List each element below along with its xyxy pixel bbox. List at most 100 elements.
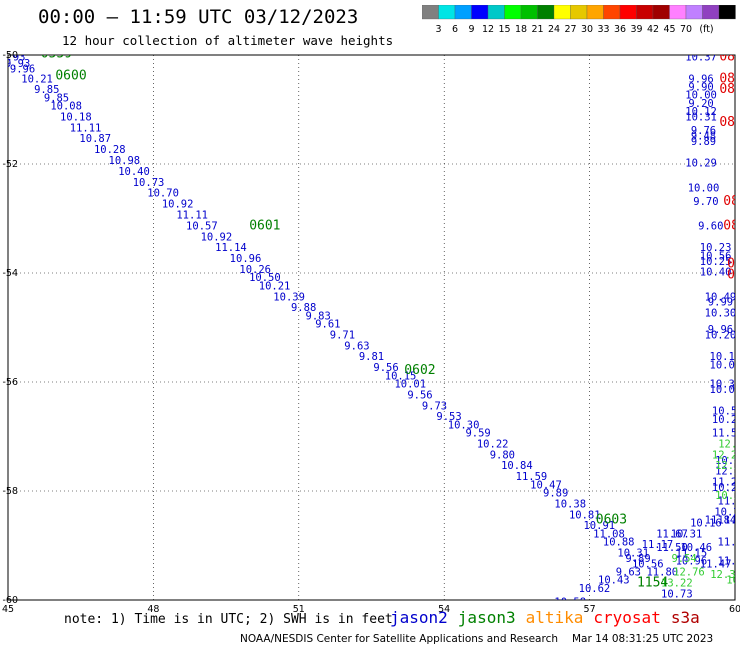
swh-label: 10.15 xyxy=(385,370,417,382)
swh-label: 9.63 xyxy=(344,340,369,352)
timestamp: Mar 14 08:31:25 UTC 2023 xyxy=(572,633,714,645)
swh-label: 11.17 xyxy=(642,539,674,551)
colorbar-label: 39 xyxy=(630,24,642,35)
swh-label: 11.50 xyxy=(656,542,688,554)
swh-label: 10.50 xyxy=(249,272,281,284)
swh-label: 10.40 xyxy=(118,166,150,178)
swh-label: 9.71 xyxy=(330,329,355,341)
swh-label: 10.23 xyxy=(700,242,732,254)
y-tick-label: -56 xyxy=(2,377,18,388)
pass-time-label: 0559 xyxy=(41,47,72,62)
swh-label: 9.76 xyxy=(691,125,716,137)
swh-label: 11.9 xyxy=(718,496,740,508)
swh-label-high: 12.2 xyxy=(715,460,740,472)
swh-label: 10.87 xyxy=(79,133,111,145)
swh-label-high: 10.2 xyxy=(715,490,740,502)
swh-label: 9.80 xyxy=(490,449,515,461)
swh-label: 11.59 xyxy=(516,471,548,483)
swh-label: 9.96 xyxy=(10,63,35,75)
swh-label-high: 12. xyxy=(718,438,737,450)
pass-time-label: 0813 xyxy=(719,49,740,64)
swh-label: 10.43 xyxy=(598,575,630,587)
colorbar-swatch xyxy=(718,5,736,20)
swh-label: 10.25 xyxy=(700,256,732,268)
swh-label: 10.57 xyxy=(186,220,218,232)
swh-label: 10.22 xyxy=(712,482,740,494)
swh-label: 10.96 xyxy=(676,556,708,568)
colorbar-label: 36 xyxy=(614,24,626,35)
colorbar-label: 21 xyxy=(531,24,543,35)
legend-altika: altika xyxy=(525,608,584,627)
footnote: note: 1) Time is in UTC; 2) SWH is in fe… xyxy=(64,612,393,627)
swh-label: 9.89 xyxy=(691,136,716,148)
swh-label: 9.85 xyxy=(44,92,69,104)
swh-label-high: 9.54 xyxy=(671,553,696,565)
swh-label-high: 12.24 xyxy=(712,449,740,461)
swh-label: 9.88 xyxy=(291,302,316,314)
swh-label: 10.81 xyxy=(569,509,601,521)
swh-label: 11.47 xyxy=(700,558,732,570)
swh-label: 11.80 xyxy=(646,566,678,578)
swh-label: 10.47 xyxy=(530,479,562,491)
swh-label: 9.89 xyxy=(625,553,650,565)
swh-label: 9.63 xyxy=(616,566,641,578)
swh-label: 9.60 xyxy=(698,220,723,232)
colorbar-label: (ft) xyxy=(699,24,713,35)
swh-label: 10.21 xyxy=(21,73,53,85)
swh-label: 10.00 xyxy=(685,90,717,102)
swh-label: 11.53 xyxy=(712,428,740,440)
swh-label: 10.00 xyxy=(688,182,720,194)
x-tick-label: 54 xyxy=(438,604,450,615)
pass-time-label: 08 xyxy=(727,257,740,272)
swh-label: 11.67 xyxy=(656,528,688,540)
swh-label: 10.31 xyxy=(617,547,649,559)
swh-label: 10.73 xyxy=(133,177,165,189)
swh-label: 11.08 xyxy=(593,528,625,540)
swh-label: 10.62 xyxy=(579,583,611,595)
swh-label: 11.14 xyxy=(215,242,247,254)
x-tick-label: 48 xyxy=(147,604,159,615)
swh-label: 10.40 xyxy=(700,267,732,279)
pass-time-label: 0600 xyxy=(55,69,86,84)
swh-label: 10.30 xyxy=(710,378,740,390)
colorbar-label: 18 xyxy=(515,24,527,35)
swh-label: 10.39 xyxy=(273,291,305,303)
swh-label: 10.29 xyxy=(714,507,740,519)
pass-time-label: 1154 xyxy=(637,575,668,590)
swh-label: 10.70 xyxy=(147,188,179,200)
y-tick-label: -58 xyxy=(2,486,18,497)
swh-label-high: 10 xyxy=(726,575,739,587)
swh-label: 9.48 xyxy=(691,130,716,142)
swh-label: 9.85 xyxy=(34,84,59,96)
satellite-legend: jason2 jason3 altika cryosat s3a xyxy=(390,608,710,627)
legend-s3a: s3a xyxy=(670,608,700,627)
swh-label: 10.73 xyxy=(661,588,693,600)
swh-label: 10.21 xyxy=(259,280,291,292)
swh-label: 10.12 xyxy=(685,106,717,118)
swh-label: 11.1 xyxy=(718,537,740,549)
x-tick-label: 45 xyxy=(2,604,14,615)
chart-title: 00:00 – 11:59 UTC 03/12/2023 xyxy=(38,6,359,28)
swh-label: 9.96 xyxy=(688,73,713,85)
swh-label: 11.84 xyxy=(705,515,737,527)
x-tick-label: 60 xyxy=(729,604,740,615)
swh-label: 10.30 xyxy=(448,419,480,431)
swh-label: 10.96 xyxy=(230,253,262,265)
swh-label: 10.07 xyxy=(710,384,740,396)
colorbar-label: 33 xyxy=(597,24,609,35)
colorbar-label: 30 xyxy=(581,24,593,35)
swh-label: 11.0 xyxy=(718,556,740,568)
swh-label: 10.49 xyxy=(705,291,737,303)
swh-label: 9.70 xyxy=(693,196,718,208)
swh-label: 10.88 xyxy=(603,537,635,549)
x-tick-label: 57 xyxy=(584,604,596,615)
swh-label: 10.26 xyxy=(239,264,271,276)
swh-label: 9.53 xyxy=(436,411,461,423)
swh-label: 10.28 xyxy=(94,144,126,156)
swh-label: 10.9 xyxy=(715,455,740,467)
pass-time-label: 08 xyxy=(727,267,740,282)
swh-label: 9.59 xyxy=(465,428,490,440)
swh-label-high: 13.22 xyxy=(661,577,693,589)
y-tick-label: -54 xyxy=(2,268,18,279)
swh-label: 10.01 xyxy=(394,378,426,390)
